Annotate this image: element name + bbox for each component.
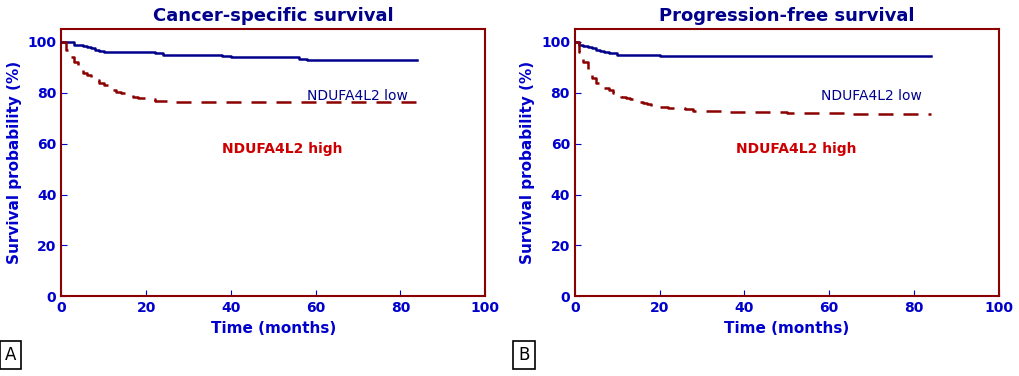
X-axis label: Time (months): Time (months) (723, 321, 849, 336)
Text: A: A (5, 346, 16, 364)
Text: NDUFA4L2 low: NDUFA4L2 low (307, 89, 408, 103)
Title: Progression-free survival: Progression-free survival (658, 7, 914, 25)
Text: B: B (518, 346, 529, 364)
Title: Cancer-specific survival: Cancer-specific survival (153, 7, 393, 25)
Y-axis label: Survival probability (%): Survival probability (%) (7, 61, 22, 264)
Text: NDUFA4L2 high: NDUFA4L2 high (222, 143, 342, 156)
Text: NDUFA4L2 low: NDUFA4L2 low (820, 89, 920, 103)
X-axis label: Time (months): Time (months) (210, 321, 335, 336)
Text: NDUFA4L2 high: NDUFA4L2 high (735, 143, 856, 156)
Y-axis label: Survival probability (%): Survival probability (%) (520, 61, 535, 264)
